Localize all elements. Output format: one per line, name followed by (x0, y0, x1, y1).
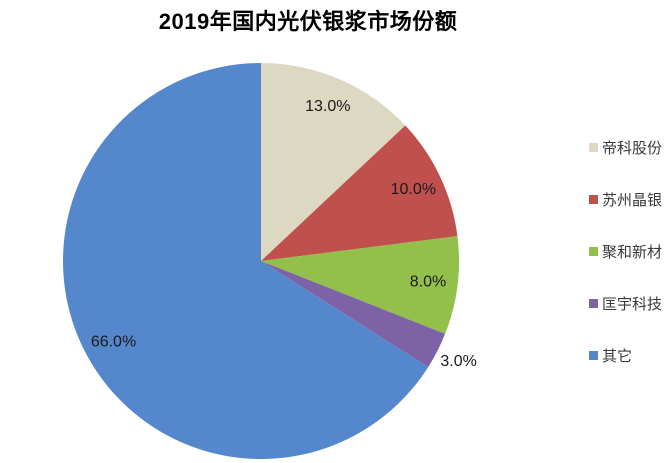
pie-data-label-0: 13.0% (305, 98, 350, 115)
legend-swatch-icon (589, 142, 598, 152)
legend-item-4: 其它 (589, 329, 662, 381)
legend-swatch-icon (589, 298, 598, 308)
legend-swatch-icon (589, 350, 598, 360)
legend-label: 匡宇科技 (602, 295, 663, 313)
legend-swatch-icon (589, 246, 598, 256)
legend-label: 其它 (602, 347, 633, 365)
pie-slice-2 (261, 236, 460, 334)
pie-data-label-3: 3.0% (440, 353, 476, 370)
pie-slice-3 (261, 261, 446, 368)
legend-item-0: 帝科股份 (589, 121, 662, 173)
pie-slice-0 (261, 63, 406, 261)
legend-swatch-icon (589, 194, 598, 204)
legend-item-1: 苏州晶银 (589, 173, 662, 225)
legend-label: 聚和新材 (602, 243, 663, 261)
chart-legend: 帝科股份苏州晶银聚和新材匡宇科技其它 (589, 121, 662, 381)
legend-item-3: 匡宇科技 (589, 277, 662, 329)
legend-label: 苏州晶银 (602, 191, 663, 209)
legend-item-2: 聚和新材 (589, 225, 662, 277)
pie-data-label-4: 66.0% (91, 334, 136, 351)
pie-slice-4 (63, 63, 429, 459)
pie-data-label-2: 8.0% (410, 274, 446, 291)
pie-slice-1 (261, 125, 458, 262)
chart-title: 2019年国内光伏银浆市场份额 (158, 9, 458, 34)
pie-data-label-1: 10.0% (391, 181, 436, 198)
legend-label: 帝科股份 (602, 139, 663, 157)
